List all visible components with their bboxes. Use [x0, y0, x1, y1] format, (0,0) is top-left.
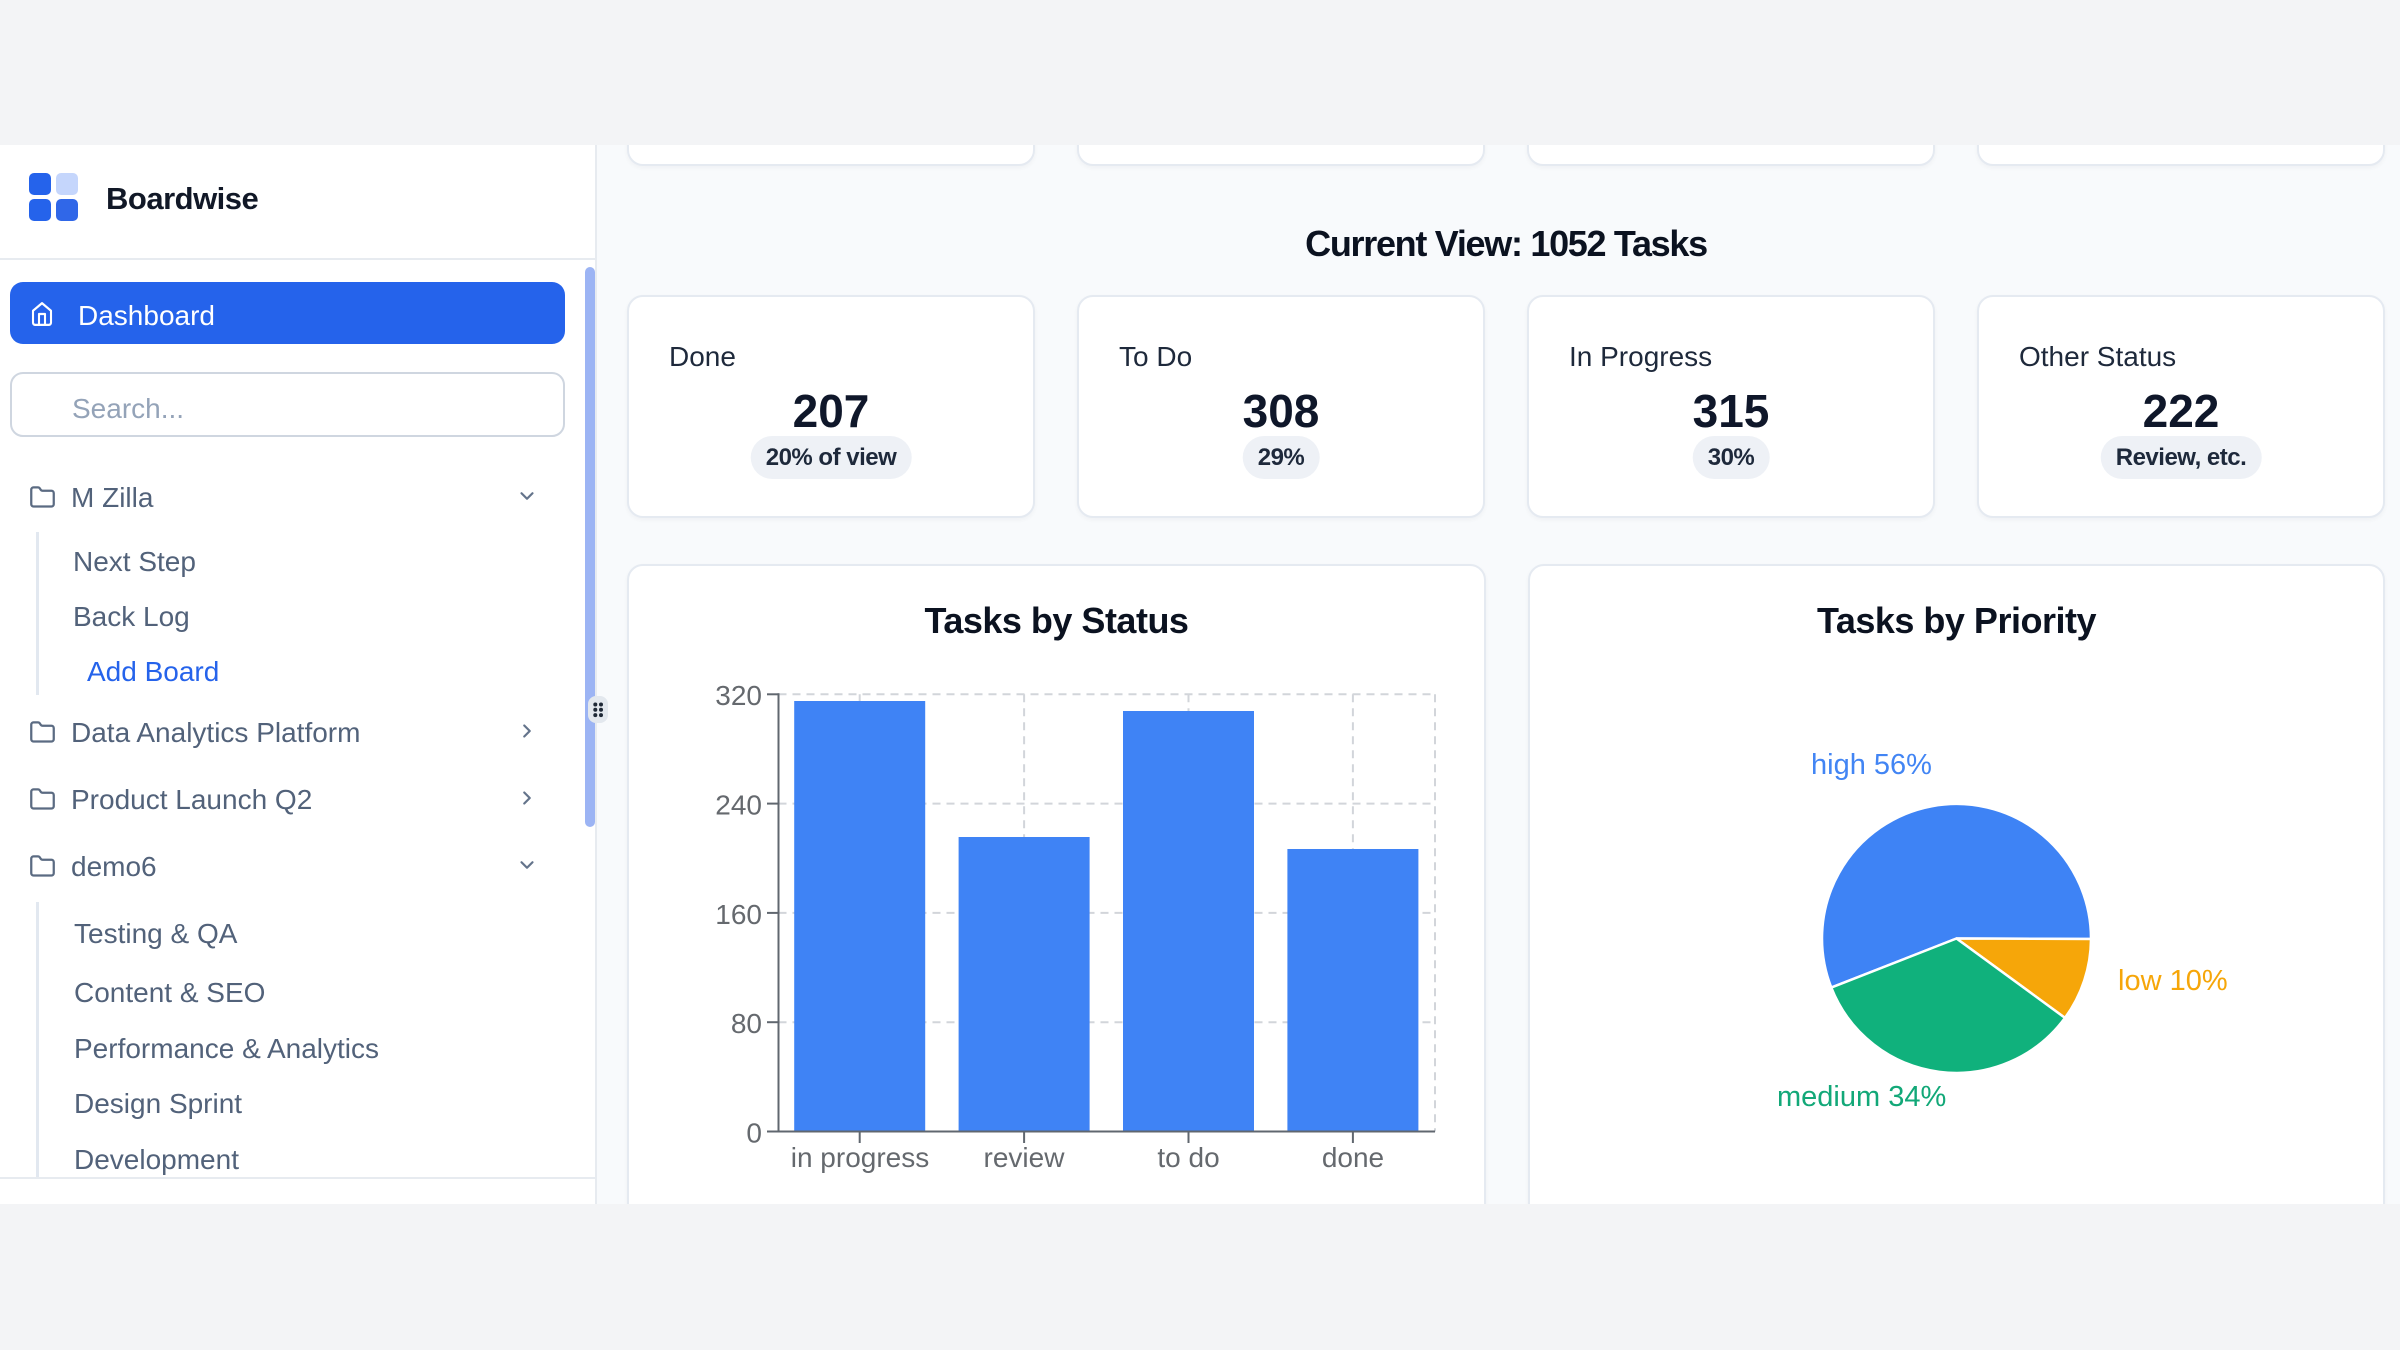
svg-text:medium 34%: medium 34%: [1777, 1081, 1946, 1113]
svg-text:low 10%: low 10%: [2118, 965, 2228, 997]
svg-text:done: done: [1322, 1142, 1384, 1173]
svg-text:in progress: in progress: [791, 1142, 930, 1173]
svg-text:240: 240: [715, 790, 762, 821]
svg-text:to do: to do: [1157, 1142, 1219, 1173]
svg-text:80: 80: [731, 1008, 762, 1039]
svg-text:high 56%: high 56%: [1811, 749, 1932, 781]
svg-text:320: 320: [715, 680, 762, 711]
svg-text:0: 0: [746, 1118, 762, 1149]
svg-text:160: 160: [715, 899, 762, 930]
svg-text:review: review: [984, 1142, 1066, 1173]
